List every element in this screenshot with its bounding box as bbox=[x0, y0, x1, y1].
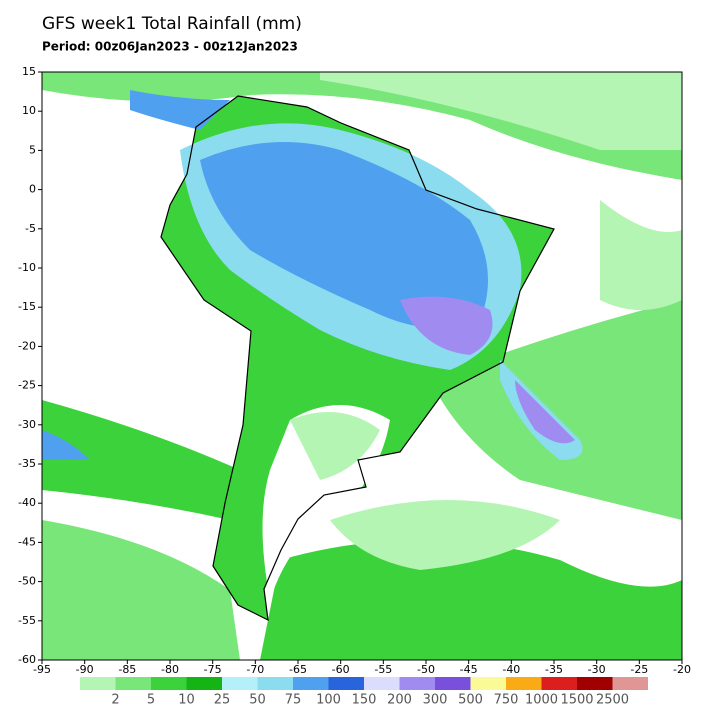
colorbar-label: 750 bbox=[494, 693, 519, 708]
rain-area bbox=[320, 72, 682, 150]
y-tick-label: -20 bbox=[18, 339, 36, 352]
colorbar-label: 5 bbox=[147, 693, 155, 708]
colorbar-label: 300 bbox=[423, 693, 448, 708]
rain-area bbox=[260, 540, 682, 660]
y-tick-label: -30 bbox=[18, 418, 36, 431]
colorbar: 2 5 10 25 50 75 100 150 200 300 500 750 1000 1500 2500 bbox=[80, 677, 648, 708]
y-tick-label: 5 bbox=[29, 143, 36, 156]
x-tick-label: -60 bbox=[332, 663, 350, 676]
y-tick-label: 0 bbox=[29, 183, 36, 196]
rain-area bbox=[42, 520, 240, 660]
y-tick-label: -45 bbox=[18, 535, 36, 548]
y-tick-label: -50 bbox=[18, 575, 36, 588]
rain-area bbox=[430, 300, 682, 520]
x-tick-label: -35 bbox=[545, 663, 563, 676]
colorbar-swatch bbox=[364, 677, 400, 690]
x-tick-label: -65 bbox=[289, 663, 307, 676]
x-tick-label: -55 bbox=[374, 663, 392, 676]
colorbar-swatch bbox=[435, 677, 471, 690]
rain-area bbox=[330, 500, 560, 570]
colorbar-label: 2500 bbox=[596, 693, 629, 708]
y-tick-label: -5 bbox=[25, 222, 36, 235]
x-tick-label: -85 bbox=[118, 663, 136, 676]
rain-area bbox=[42, 430, 90, 460]
colorbar-swatch bbox=[186, 677, 222, 690]
colorbar-label: 200 bbox=[387, 693, 412, 708]
y-tick-label: -25 bbox=[18, 379, 36, 392]
y-tick-label: -40 bbox=[18, 496, 36, 509]
colorbar-swatch bbox=[506, 677, 542, 690]
axes: -95 -90 -85 -80 -75 -70 -65 -60 -55 -50 -45 -40 -35-… bbox=[18, 65, 691, 676]
rainfall-field bbox=[42, 72, 682, 660]
x-tick-label: -80 bbox=[161, 663, 179, 676]
x-tick-label: -20 bbox=[673, 663, 691, 676]
x-tick-label: -50 bbox=[417, 663, 435, 676]
period: Period: 00z06Jan2023 - 00z12Jan2023 bbox=[42, 40, 298, 54]
colorbar-label: 500 bbox=[458, 693, 483, 708]
colorbar-swatch bbox=[257, 677, 293, 690]
map-title: GFS week1 Total Rainfall (mm) bbox=[42, 14, 302, 34]
colorbar-swatch bbox=[577, 677, 613, 690]
rain-area bbox=[290, 412, 380, 480]
colorbar-swatch bbox=[470, 677, 506, 690]
rain-area bbox=[515, 380, 575, 444]
x-tick-label: -70 bbox=[246, 663, 264, 676]
y-tick-label: -10 bbox=[18, 261, 36, 274]
rain-area bbox=[400, 296, 493, 355]
coastline bbox=[160, 95, 555, 622]
x-tick-label: -75 bbox=[204, 663, 222, 676]
colorbar-swatch bbox=[151, 677, 187, 690]
colorbar-label: 25 bbox=[214, 693, 231, 708]
x-tick-label: -30 bbox=[588, 663, 606, 676]
colorbar-swatch bbox=[399, 677, 435, 690]
x-tick-label: -90 bbox=[76, 663, 94, 676]
colorbar-swatch bbox=[222, 677, 258, 690]
colorbar-label: 150 bbox=[352, 693, 377, 708]
rain-area bbox=[42, 400, 240, 520]
colorbar-label: 100 bbox=[316, 693, 341, 708]
x-tick-label: -45 bbox=[460, 663, 478, 676]
plot-frame bbox=[41, 71, 683, 661]
y-tick-label: -60 bbox=[18, 653, 36, 666]
colorbar-swatch bbox=[328, 677, 364, 690]
x-tick-label: -40 bbox=[502, 663, 520, 676]
x-tick-label: -95 bbox=[33, 663, 51, 676]
colorbar-swatch bbox=[293, 677, 329, 690]
colorbar-swatch bbox=[612, 677, 648, 690]
colorbar-swatch bbox=[115, 677, 151, 690]
colorbar-label: 10 bbox=[178, 693, 195, 708]
y-tick-label: -35 bbox=[18, 457, 36, 470]
x-tick-label: -25 bbox=[630, 663, 648, 676]
colorbar-swatch bbox=[80, 677, 116, 690]
colorbar-swatch bbox=[541, 677, 577, 690]
y-tick-label: 10 bbox=[22, 104, 36, 117]
y-tick-label: 15 bbox=[22, 65, 36, 78]
y-tick-label: -15 bbox=[18, 300, 36, 313]
y-tick-label: -55 bbox=[18, 614, 36, 627]
colorbar-label: 1500 bbox=[560, 693, 593, 708]
colorbar-label: 2 bbox=[111, 693, 119, 708]
rain-area bbox=[200, 142, 488, 328]
colorbar-label: 1000 bbox=[525, 693, 558, 708]
rain-area bbox=[600, 200, 682, 310]
colorbar-label: 50 bbox=[249, 693, 266, 708]
colorbar-label: 75 bbox=[285, 693, 302, 708]
